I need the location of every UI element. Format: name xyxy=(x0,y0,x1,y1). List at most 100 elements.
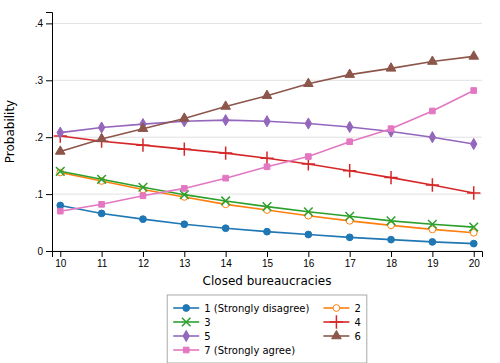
point xyxy=(140,193,146,199)
series-line xyxy=(60,171,473,227)
point xyxy=(223,175,229,181)
y-tick-label: .4 xyxy=(35,18,44,29)
point xyxy=(304,207,313,216)
point xyxy=(471,138,477,149)
y-axis-line xyxy=(46,13,53,252)
x-tick-mark xyxy=(474,251,475,257)
x-tick-label: 13 xyxy=(179,258,191,269)
series-points xyxy=(57,88,476,214)
x-axis-line xyxy=(53,252,483,258)
legend-label: 6 xyxy=(354,331,360,342)
point xyxy=(264,116,270,127)
point xyxy=(260,152,273,165)
y-tick-mark xyxy=(46,137,52,138)
x-tick-label: 15 xyxy=(262,258,274,269)
y-axis-title: Probability xyxy=(3,100,17,163)
point xyxy=(343,164,356,177)
point xyxy=(426,178,439,191)
marks xyxy=(54,51,481,247)
x-tick-label: 19 xyxy=(427,258,439,269)
x-tick-mark xyxy=(350,251,351,257)
x-tick: 16 xyxy=(303,251,315,269)
legend-swatch-marker xyxy=(183,347,189,353)
series-points xyxy=(57,169,477,236)
y-tick: 0 xyxy=(37,246,52,257)
point xyxy=(384,171,397,184)
legend-box xyxy=(167,295,367,363)
x-tick: 20 xyxy=(469,251,481,269)
point xyxy=(97,175,106,184)
legend-label: 5 xyxy=(204,331,210,342)
x-tick-label: 14 xyxy=(221,258,233,269)
legend-item: 2 xyxy=(323,303,360,314)
legend-item: 1 (Strongly disagree) xyxy=(173,303,309,314)
point xyxy=(140,216,147,223)
x-tick: 15 xyxy=(262,251,274,269)
point xyxy=(98,210,105,217)
point xyxy=(388,126,394,132)
point xyxy=(346,234,353,241)
point xyxy=(388,236,395,243)
point xyxy=(57,208,63,214)
y-tick: .3 xyxy=(35,75,52,86)
series-points xyxy=(57,202,477,247)
legend-swatch-marker xyxy=(183,305,190,312)
x-tick-mark xyxy=(391,251,392,257)
series-points xyxy=(54,129,481,199)
x-tick-mark xyxy=(143,251,144,257)
x-axis: 10 11 12 13 14 15 16 17 18 19 20 xyxy=(53,251,483,269)
x-tick-label: 11 xyxy=(97,258,108,269)
x-tick-mark xyxy=(60,251,61,257)
legend-swatch-marker xyxy=(183,330,189,341)
point xyxy=(219,146,232,159)
x-tick: 19 xyxy=(427,251,439,269)
legend-swatch-marker xyxy=(333,305,340,312)
series-line xyxy=(60,136,473,193)
y-tick-mark xyxy=(46,251,52,252)
x-tick: 11 xyxy=(97,251,108,269)
y-tick-mark xyxy=(46,23,52,24)
point xyxy=(263,202,272,211)
point xyxy=(469,223,478,232)
grid xyxy=(52,23,482,251)
point xyxy=(264,228,271,235)
point xyxy=(469,51,479,59)
point xyxy=(428,220,437,229)
series-line xyxy=(60,205,473,243)
x-tick-mark xyxy=(267,251,268,257)
point xyxy=(345,69,355,77)
y-tick-mark xyxy=(46,194,52,195)
x-tick: 12 xyxy=(138,251,150,269)
point xyxy=(429,239,436,246)
series-line xyxy=(60,91,473,212)
point xyxy=(347,139,353,145)
x-tick: 17 xyxy=(345,251,357,269)
legend-swatch-marker xyxy=(330,315,343,328)
legend-item: 4 xyxy=(323,315,360,328)
y-tick-label: .3 xyxy=(35,75,44,86)
x-tick-label: 18 xyxy=(386,258,398,269)
x-tick-mark xyxy=(226,251,227,257)
point xyxy=(306,154,312,160)
legend-swatch-marker xyxy=(182,318,191,327)
x-axis-title: Closed bureaucracies xyxy=(203,274,332,288)
series-points xyxy=(55,51,478,154)
x-tick-label: 10 xyxy=(55,258,67,269)
point xyxy=(178,142,191,155)
series-line xyxy=(60,56,473,151)
point xyxy=(430,108,436,114)
y-tick-label: 0 xyxy=(37,246,43,257)
point xyxy=(180,113,190,121)
legend-label: 1 (Strongly disagree) xyxy=(204,303,309,314)
y-tick: .4 xyxy=(35,18,52,29)
legend: 1 (Strongly disagree)234567 (Strongly ag… xyxy=(167,295,367,363)
series-points xyxy=(56,167,478,231)
x-tick-mark xyxy=(308,251,309,257)
x-tick-label: 17 xyxy=(345,258,357,269)
point xyxy=(56,167,65,176)
legend-swatch-marker xyxy=(332,330,342,338)
x-tick: 13 xyxy=(179,251,191,269)
point xyxy=(470,240,477,247)
point xyxy=(345,212,354,221)
point xyxy=(97,133,107,141)
